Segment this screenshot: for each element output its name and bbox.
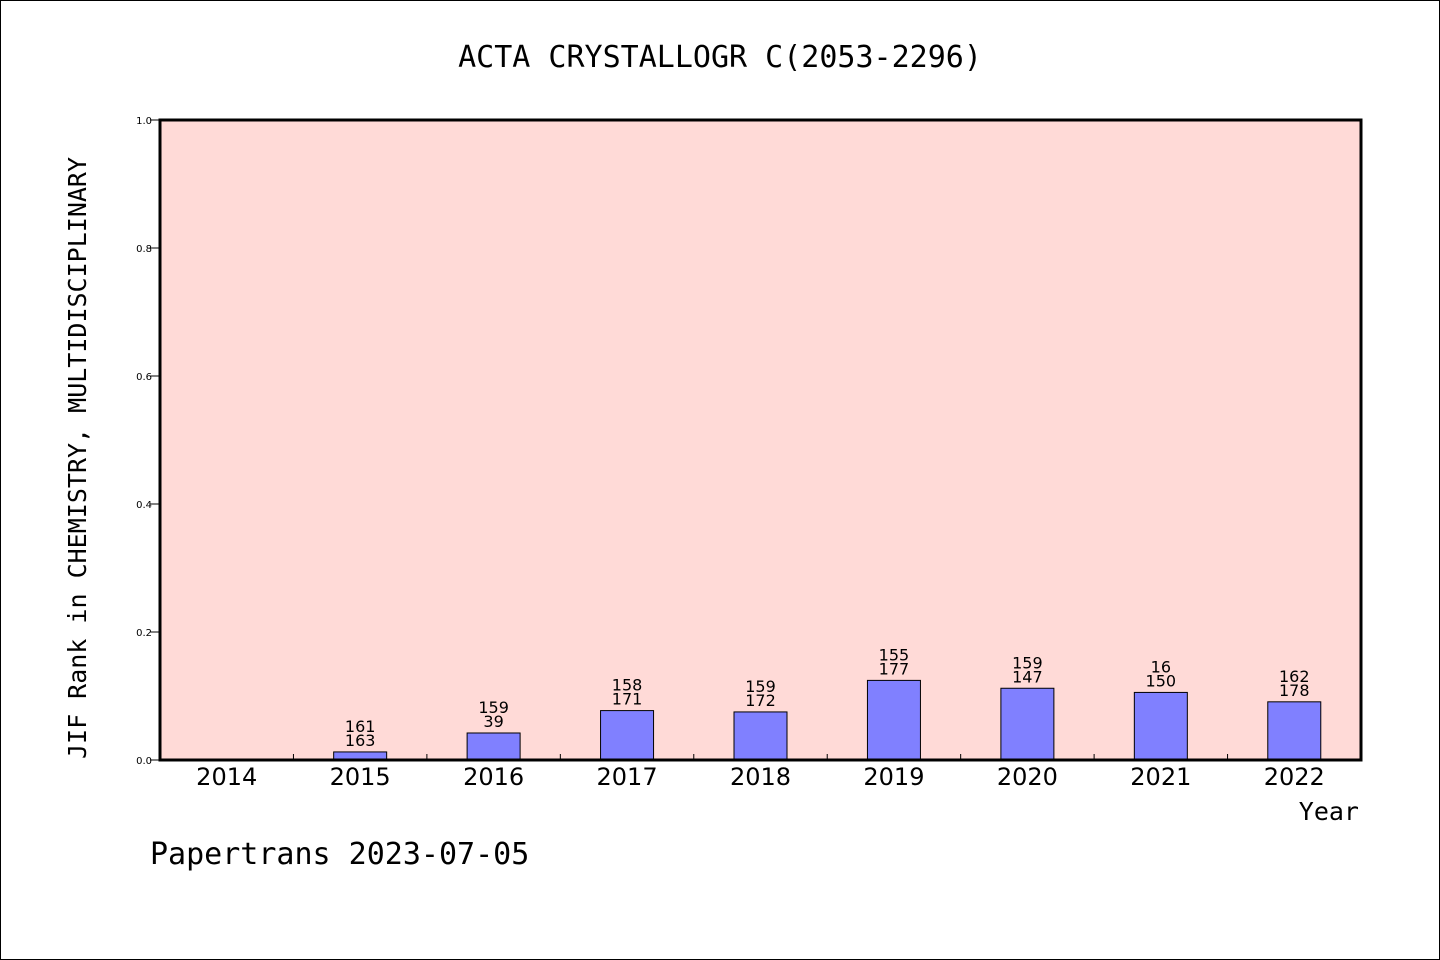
x-tick-label: 2014 (196, 763, 257, 791)
plot-border (158, 118, 1363, 762)
y-tick-label: 0.2 (136, 628, 152, 639)
bar-label-bottom: 147 (1012, 667, 1043, 686)
x-tick-label: 2022 (1264, 763, 1325, 791)
bar-label-top: 16 (1151, 657, 1171, 676)
x-tick-label: 2020 (997, 763, 1058, 791)
bar-2021 (1133, 691, 1188, 761)
bar-label-bottom: 172 (745, 691, 776, 710)
footer-source-date: Papertrans 2023-07-05 (150, 837, 529, 872)
x-tick-label: 2017 (597, 763, 658, 791)
x-tick-label: 2019 (863, 763, 924, 791)
bar-series (333, 679, 1322, 761)
y-tick-label: 0.8 (136, 244, 152, 255)
x-tick-label: 2015 (330, 763, 391, 791)
bar-label-bottom: 177 (879, 659, 910, 678)
x-tick-label: 2018 (730, 763, 791, 791)
x-tick-label: 2016 (463, 763, 524, 791)
bar-label-bottom: 39 (483, 712, 503, 731)
chart-title: ACTA CRYSTALLOGR C(2053-2296) (458, 40, 982, 75)
bar-2017 (600, 710, 655, 761)
bar-label-top: 159 (745, 677, 776, 696)
bar-label-bottom: 171 (612, 690, 643, 709)
plot-area (160, 120, 1361, 760)
bar-label-top: 155 (879, 645, 910, 664)
bar-label-bottom: 178 (1279, 681, 1310, 700)
bar-2018 (733, 711, 788, 761)
bar-label-top: 158 (612, 676, 643, 695)
y-axis-label: JIF Rank in CHEMISTRY, MULTIDISCIPLINARY (63, 157, 92, 759)
bar-label-bottom: 150 (1146, 671, 1177, 690)
x-axis-ticks: 2014 2015 2016 2017 2018 2019 2020 2021 2022 (196, 754, 1325, 791)
bar-2019 (866, 679, 921, 761)
bar-2016 (466, 732, 521, 761)
bar-label-top: 162 (1279, 667, 1310, 686)
bar-2020 (1000, 687, 1055, 761)
bar-2022 (1267, 701, 1322, 761)
y-tick-label: 0.0 (136, 756, 152, 767)
y-tick-label: 0.6 (136, 372, 152, 383)
bar-label-top: 161 (345, 717, 376, 736)
bar-label-bottom: 163 (345, 731, 376, 750)
y-tick-label: 0.4 (136, 500, 152, 511)
bar-label-top: 159 (478, 698, 509, 717)
x-tick-label: 2021 (1130, 763, 1191, 791)
y-axis-ticks: 0.0 0.2 0.4 0.6 0.8 1.0 (136, 116, 160, 767)
y-tick-label: 1.0 (136, 116, 152, 127)
bar-label-top: 159 (1012, 653, 1043, 672)
x-axis-label: Year (1299, 797, 1359, 826)
